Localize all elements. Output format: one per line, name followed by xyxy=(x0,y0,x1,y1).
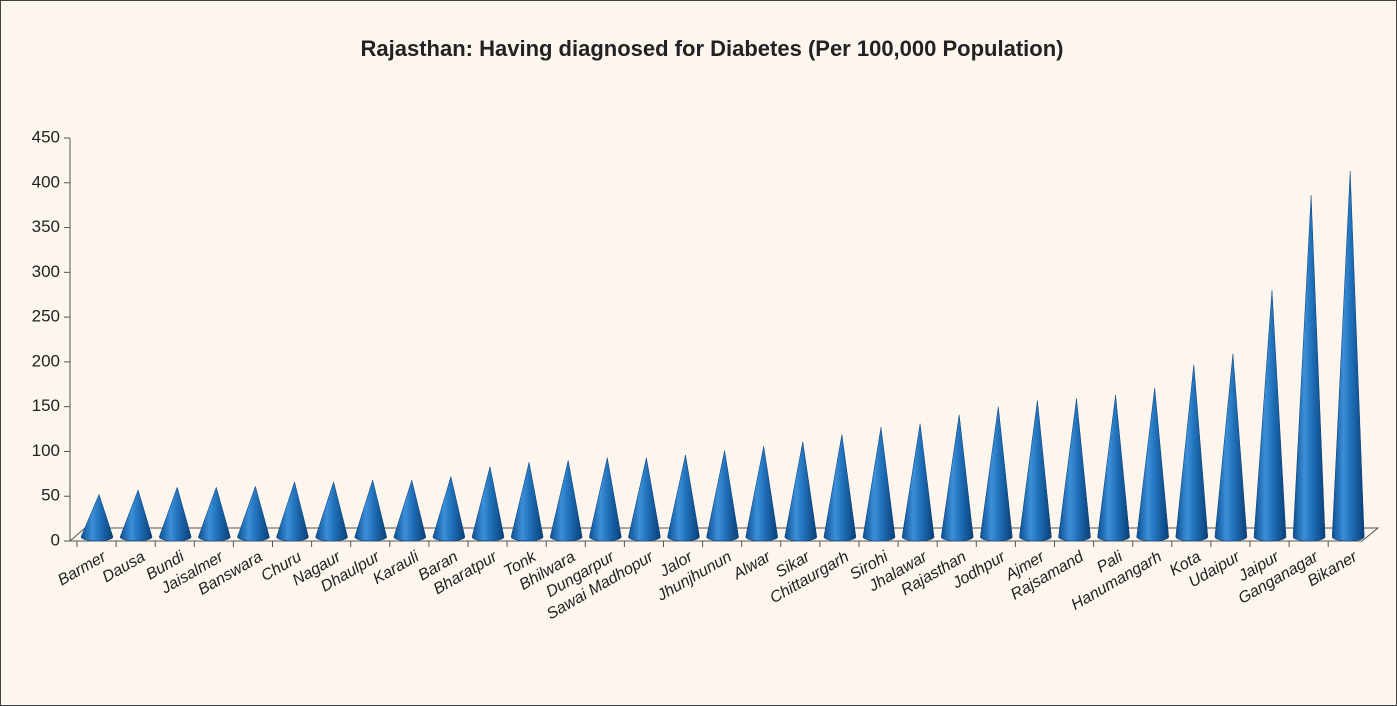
cone xyxy=(393,479,427,542)
cone xyxy=(901,423,935,542)
cone xyxy=(354,479,387,542)
y-tick-label: 150 xyxy=(32,396,60,415)
cone xyxy=(549,460,583,542)
cone xyxy=(589,457,622,542)
cone xyxy=(198,486,231,542)
cone xyxy=(1019,400,1052,542)
cone xyxy=(471,466,505,542)
y-tick-label: 200 xyxy=(32,351,60,370)
cone xyxy=(158,486,192,542)
floor xyxy=(68,527,1380,542)
cone xyxy=(1214,353,1248,542)
cone xyxy=(1097,394,1130,542)
cone xyxy=(980,406,1013,542)
cone xyxy=(119,489,153,542)
y-tick-label: 100 xyxy=(32,441,60,460)
y-tick-label: 450 xyxy=(32,127,60,146)
cone xyxy=(80,493,114,542)
cone xyxy=(1253,290,1287,542)
y-tick-label: 250 xyxy=(32,307,60,326)
cone xyxy=(862,427,896,542)
cone xyxy=(1058,398,1091,542)
cone xyxy=(784,441,818,542)
cone xyxy=(706,450,739,542)
cone xyxy=(276,480,309,542)
y-tick-label: 300 xyxy=(32,262,60,281)
cone xyxy=(237,485,270,542)
y-tick-label: 50 xyxy=(41,486,60,505)
cone xyxy=(510,462,544,542)
cone xyxy=(667,454,700,542)
chart-title: Rajasthan: Having diagnosed for Diabetes… xyxy=(361,36,1064,61)
cone xyxy=(1292,195,1326,542)
cone xyxy=(628,457,661,542)
cone xyxy=(1175,364,1209,542)
cone xyxy=(315,480,348,542)
y-tick-label: 400 xyxy=(32,172,60,191)
y-tick-label: 0 xyxy=(51,530,60,549)
cone xyxy=(432,475,466,542)
cone xyxy=(940,414,974,542)
cone xyxy=(823,434,857,542)
cone xyxy=(1136,387,1169,542)
cone xyxy=(745,446,778,542)
cone xyxy=(1331,171,1365,542)
y-tick-label: 350 xyxy=(32,217,60,236)
